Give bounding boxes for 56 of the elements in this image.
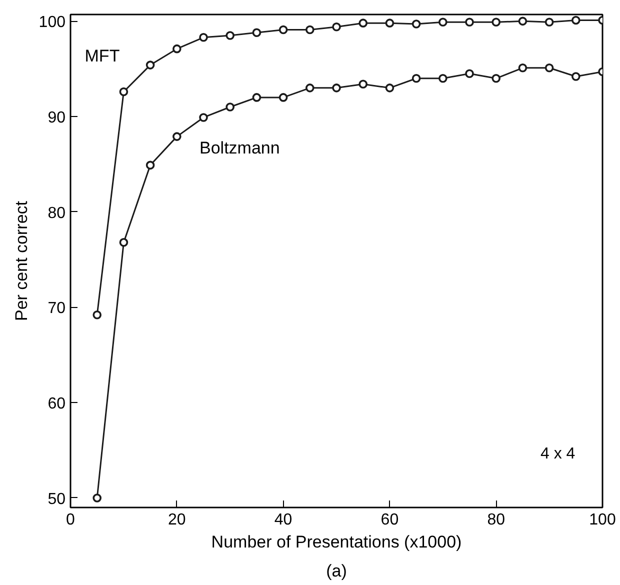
point	[412, 74, 421, 83]
point	[278, 93, 288, 102]
point	[465, 69, 474, 78]
point	[412, 20, 421, 28]
point	[465, 18, 474, 27]
series-label: Boltzmann	[200, 138, 280, 158]
point	[518, 64, 528, 72]
point	[385, 18, 394, 28]
point	[358, 18, 368, 28]
point	[199, 113, 208, 122]
point	[226, 31, 234, 40]
x-tick-label: 80	[487, 512, 506, 528]
x-tick-label: 20	[168, 512, 186, 528]
text: (a)	[326, 562, 347, 580]
series-label: MFT	[84, 46, 120, 66]
point	[332, 84, 341, 92]
y-tick-label: 80	[48, 204, 66, 222]
point	[92, 310, 102, 320]
point	[438, 74, 448, 83]
point	[252, 93, 262, 102]
point	[544, 18, 554, 27]
point	[92, 494, 102, 502]
point	[306, 84, 314, 92]
y-tick-label: 60	[48, 396, 66, 413]
point	[252, 28, 262, 38]
point	[119, 87, 128, 96]
y-tick-label: 50	[48, 490, 66, 508]
point	[146, 160, 155, 170]
point	[172, 44, 182, 54]
point	[332, 22, 341, 32]
point	[572, 16, 580, 25]
x-tick-label: 40	[274, 512, 292, 528]
y-tick-label: 100	[38, 14, 66, 32]
point	[358, 80, 368, 89]
y-axis-title: Per cent correct	[12, 200, 31, 321]
x-tick-label: 60	[380, 512, 399, 528]
y-tick-label: 90	[48, 110, 66, 127]
point	[199, 32, 208, 42]
point	[119, 238, 128, 247]
annotation: 4 x 4	[540, 446, 576, 462]
x-tick-label: 0	[66, 512, 76, 528]
point	[226, 102, 234, 112]
point	[172, 132, 182, 141]
point	[518, 16, 528, 26]
point	[146, 60, 155, 70]
point	[572, 72, 580, 81]
point	[492, 74, 500, 83]
y-tick-label: 70	[48, 300, 66, 318]
point	[544, 64, 554, 72]
x-tick-label: 100	[589, 512, 616, 528]
point	[385, 84, 394, 92]
point	[278, 25, 288, 34]
point	[306, 25, 314, 34]
point	[492, 18, 500, 27]
x-axis-title: Number of Presentations (x1000)	[211, 532, 462, 552]
point	[438, 18, 448, 27]
